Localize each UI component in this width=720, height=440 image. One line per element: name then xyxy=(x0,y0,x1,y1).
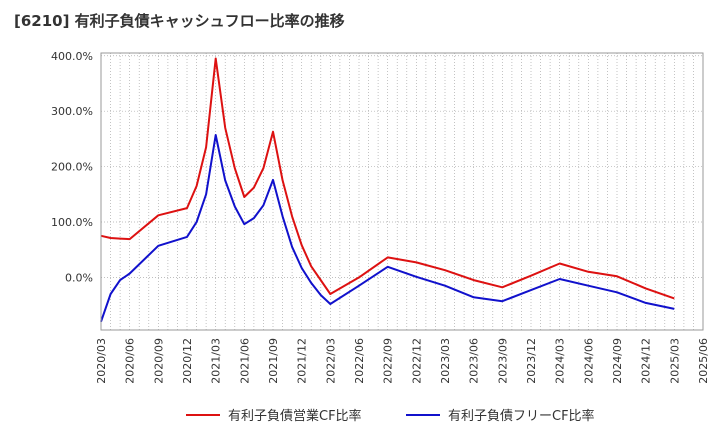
x-tick-label: 2024/09 xyxy=(611,338,624,384)
y-tick-label: 200.0% xyxy=(51,161,93,174)
x-tick-label: 2020/12 xyxy=(181,338,194,384)
x-tick-label: 2022/03 xyxy=(324,338,337,384)
x-tick-label: 2025/06 xyxy=(697,338,710,384)
y-tick-label: 100.0% xyxy=(51,216,93,229)
x-tick-label: 2024/03 xyxy=(554,338,567,384)
plot-area xyxy=(100,52,704,331)
x-tick-label: 2020/03 xyxy=(95,338,108,384)
x-tick-label: 2023/03 xyxy=(439,338,452,384)
x-tick-label: 2020/06 xyxy=(124,338,137,384)
legend-label-2: 有利子負債フリーCF比率 xyxy=(448,408,595,424)
chart-title: [6210] 有利子負債キャッシュフロー比率の推移 xyxy=(14,12,345,30)
y-tick-label: 400.0% xyxy=(51,50,93,63)
legend-label-1: 有利子負債営業CF比率 xyxy=(228,408,362,424)
x-tick-label: 2022/09 xyxy=(382,338,395,384)
x-tick-label: 2024/06 xyxy=(582,338,595,384)
x-tick-label: 2023/06 xyxy=(468,338,481,384)
x-tick-label: 2023/09 xyxy=(496,338,509,384)
x-tick-label: 2022/06 xyxy=(353,338,366,384)
x-tick-label: 2020/09 xyxy=(152,338,165,384)
x-tick-label: 2025/03 xyxy=(668,338,681,384)
y-tick-label: 300.0% xyxy=(51,105,93,118)
y-tick-label: 0.0% xyxy=(65,271,93,284)
series-line-2 xyxy=(100,134,675,323)
x-tick-label: 2021/12 xyxy=(296,338,309,384)
x-tick-label: 2021/03 xyxy=(210,338,223,384)
plot-frame xyxy=(100,52,704,331)
x-tick-label: 2024/12 xyxy=(640,338,653,384)
x-tick-label: 2023/12 xyxy=(525,338,538,384)
x-tick-label: 2022/12 xyxy=(410,338,423,384)
x-tick-label: 2021/09 xyxy=(267,338,280,384)
x-tick-label: 2021/06 xyxy=(238,338,251,384)
series-line-1 xyxy=(100,57,675,300)
